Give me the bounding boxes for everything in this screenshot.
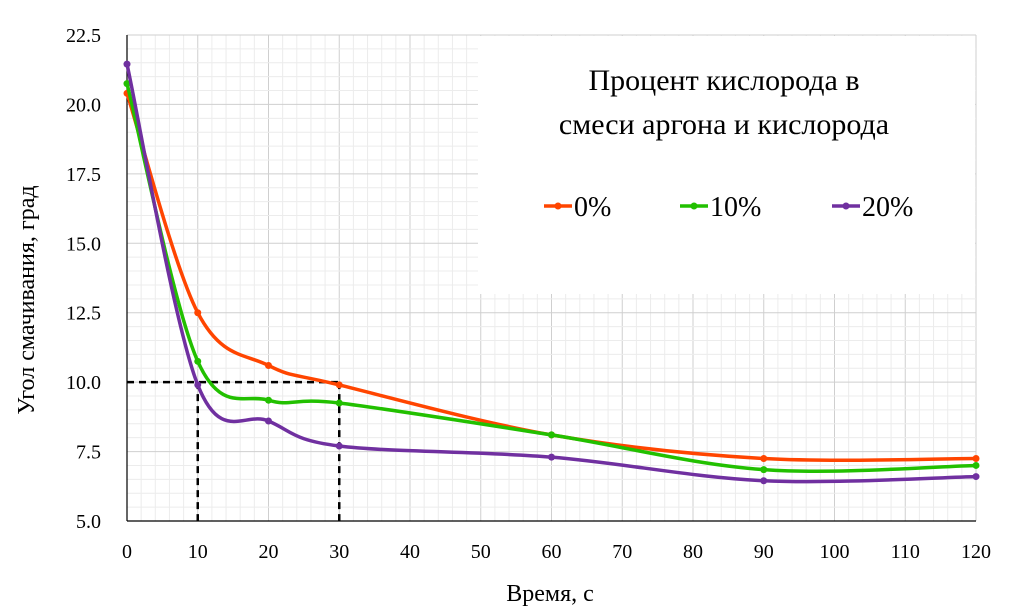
data-point [194, 381, 202, 389]
series [123, 60, 980, 485]
y-tick-label: 20.0 [66, 94, 101, 116]
legend-item-10pct: 10% [680, 192, 761, 223]
data-point [123, 80, 131, 88]
series-line [125, 91, 978, 463]
legend-item-0pct: 0% [544, 192, 611, 223]
data-point [335, 381, 343, 389]
data-point [194, 309, 202, 317]
data-point [194, 357, 202, 365]
series-10pct [123, 80, 980, 474]
x-tick-label: 120 [961, 541, 991, 563]
data-point [335, 442, 343, 450]
legend-label: 10% [710, 192, 761, 223]
data-point [123, 60, 131, 68]
legend-label: 0% [574, 192, 611, 223]
y-tick-label: 10.0 [66, 372, 101, 394]
data-point [335, 399, 343, 407]
x-axis-title: Время, с [506, 581, 594, 607]
tick-labels: 0 10 20 30 40 50 60 70 80 90 100 110 120 5.0 7.5 10.0 12… [66, 25, 991, 563]
x-tick-label: 90 [754, 541, 774, 563]
legend-marker [842, 202, 850, 210]
data-point [760, 477, 768, 485]
data-point [265, 396, 272, 404]
x-tick-label: 80 [683, 541, 703, 563]
legend-label: 20% [862, 192, 913, 223]
x-tick-label: 20 [259, 541, 279, 563]
x-tick-label: 30 [329, 541, 349, 563]
y-tick-label: 7.5 [76, 442, 101, 464]
x-tick-label: 60 [542, 541, 562, 563]
data-point [548, 453, 555, 461]
x-tick-label: 40 [400, 541, 420, 563]
legend-marker [554, 202, 562, 210]
legend: Процент кислорода в смеси аргона и кисло… [544, 64, 913, 223]
x-tick-label: 0 [122, 541, 132, 563]
legend-marker [690, 202, 698, 210]
legend-box [478, 36, 975, 294]
data-point [265, 361, 272, 369]
y-tick-label: 15.0 [66, 233, 101, 255]
legend-title-line-1: Процент кислорода в [589, 64, 860, 97]
legend-item-20pct: 20% [832, 192, 913, 223]
data-point [972, 461, 980, 469]
y-tick-label: 5.0 [76, 511, 101, 533]
data-point [972, 473, 980, 481]
x-tick-label: 110 [891, 541, 920, 563]
data-point [548, 431, 555, 439]
data-point [265, 417, 272, 425]
y-axis-title: Угол смачивания, град [14, 185, 40, 414]
y-tick-label: 12.5 [66, 303, 101, 325]
axes [126, 35, 976, 522]
x-tick-label: 70 [612, 541, 632, 563]
x-tick-label: 10 [188, 541, 208, 563]
legend-background [478, 36, 975, 294]
y-tick-label: 17.5 [66, 164, 101, 186]
x-tick-label: 50 [471, 541, 491, 563]
data-point [760, 455, 768, 463]
data-point [972, 455, 980, 463]
data-point [760, 466, 768, 474]
y-tick-label: 22.5 [66, 25, 101, 47]
series-20pct [123, 60, 980, 485]
legend-title-line-2: смеси аргона и кислорода [559, 108, 889, 141]
x-tick-label: 100 [820, 541, 850, 563]
